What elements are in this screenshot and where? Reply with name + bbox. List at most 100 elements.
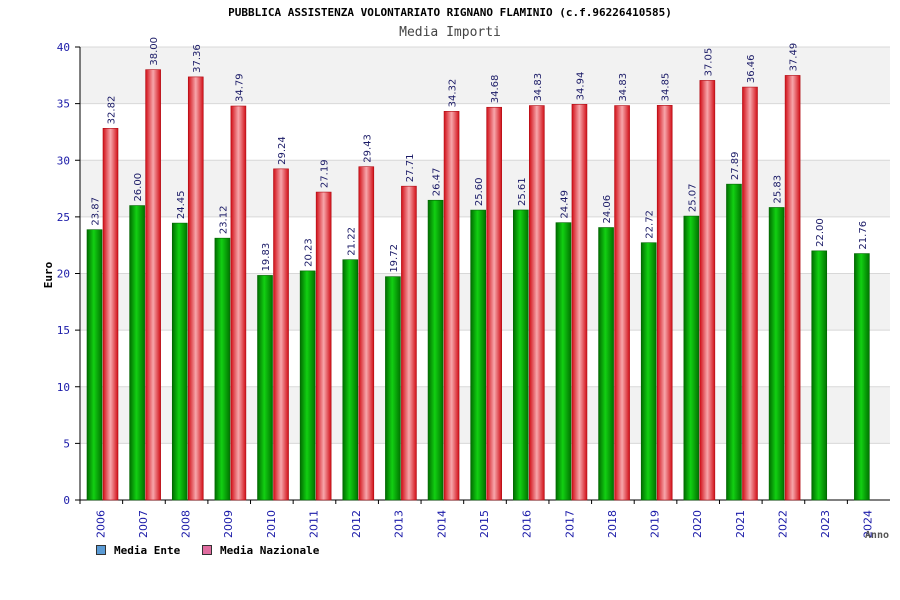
bar-media-ente-2010 xyxy=(257,275,273,501)
data-label: 36.46 xyxy=(746,54,757,83)
x-tick-label: 2019 xyxy=(649,510,662,538)
y-tick-label: 5 xyxy=(63,437,70,450)
data-label: 22.00 xyxy=(815,218,826,247)
bar-media-ente-2024 xyxy=(854,253,870,501)
data-label: 27.89 xyxy=(730,152,741,181)
bar-media-nazionale-2015 xyxy=(486,106,502,501)
data-label: 34.32 xyxy=(448,79,459,108)
x-tick-label: 2011 xyxy=(307,510,320,538)
y-tick-label: 10 xyxy=(57,381,70,394)
x-tick-label: 2015 xyxy=(478,510,491,538)
legend-swatch-media-ente xyxy=(96,545,106,555)
x-tick-label: 2021 xyxy=(734,510,747,538)
x-tick-label: 2006 xyxy=(94,510,107,538)
x-tick-label: 2017 xyxy=(563,510,576,538)
bar-media-nazionale-2008 xyxy=(187,76,204,501)
bar-media-ente-2013 xyxy=(385,276,401,501)
data-label: 27.19 xyxy=(320,159,331,188)
data-label: 25.60 xyxy=(474,177,485,206)
bar-media-ente-2019 xyxy=(640,242,657,501)
y-tick-label: 20 xyxy=(57,268,70,281)
x-tick-label: 2008 xyxy=(180,510,193,538)
data-label: 32.82 xyxy=(107,96,118,125)
data-label: 25.83 xyxy=(773,175,784,204)
legend-label-media-ente: Media Ente xyxy=(114,543,181,557)
bar-media-ente-2022 xyxy=(768,207,785,501)
legend-item-media-ente: Media Ente xyxy=(96,543,180,557)
data-label: 24.06 xyxy=(602,195,613,224)
bar-media-nazionale-2012 xyxy=(358,166,375,501)
data-label: 25.07 xyxy=(687,183,698,212)
bar-media-ente-2017 xyxy=(555,222,572,501)
y-axis-label: Euro xyxy=(42,261,55,288)
y-tick-label: 0 xyxy=(63,494,70,507)
bar-media-nazionale-2022 xyxy=(784,75,801,501)
data-label: 29.24 xyxy=(277,136,288,165)
data-label: 19.83 xyxy=(261,243,272,272)
x-tick-label: 2012 xyxy=(350,510,363,538)
y-tick-label: 25 xyxy=(57,211,70,224)
data-label: 24.49 xyxy=(559,190,570,219)
data-label: 34.94 xyxy=(575,72,586,101)
x-tick-label: 2009 xyxy=(222,510,235,538)
bar-media-nazionale-2007 xyxy=(145,69,161,501)
data-label: 37.36 xyxy=(192,44,203,73)
bar-media-nazionale-2018 xyxy=(614,105,630,501)
legend-item-media-nazionale: Media Nazionale xyxy=(202,543,319,557)
bar-media-ente-2015 xyxy=(470,209,486,501)
x-tick-label: 2013 xyxy=(393,510,406,538)
bar-media-ente-2008 xyxy=(171,222,188,501)
data-label: 34.83 xyxy=(618,73,629,102)
y-tick-label: 30 xyxy=(57,154,70,167)
legend-label-media-nazionale: Media Nazionale xyxy=(220,543,320,557)
chart-title: PUBBLICA ASSISTENZA VOLONTARIATO RIGNANO… xyxy=(228,6,672,19)
x-tick-label: 2016 xyxy=(521,510,534,538)
data-label: 19.72 xyxy=(389,244,400,273)
bar-media-ente-2018 xyxy=(598,227,614,501)
bar-media-nazionale-2010 xyxy=(273,168,289,501)
data-label: 23.12 xyxy=(218,206,229,235)
data-label: 34.79 xyxy=(234,73,245,102)
data-label: 22.72 xyxy=(645,210,656,239)
data-label: 21.22 xyxy=(346,227,357,256)
bar-media-ente-2023 xyxy=(811,250,828,501)
legend-swatch-media-nazionale xyxy=(202,545,212,555)
bar-media-nazionale-2011 xyxy=(315,191,332,501)
x-tick-label: 2018 xyxy=(606,510,619,538)
bar-media-nazionale-2020 xyxy=(699,80,716,501)
x-tick-label: 2023 xyxy=(819,510,832,538)
data-label: 26.47 xyxy=(432,168,443,197)
bar-media-ente-2021 xyxy=(726,183,742,501)
bar-media-nazionale-2017 xyxy=(571,104,588,501)
y-tick-label: 40 xyxy=(57,41,70,54)
data-label: 34.85 xyxy=(661,73,672,102)
x-tick-label: 2022 xyxy=(776,510,789,538)
data-label: 26.00 xyxy=(133,173,144,202)
bar-media-ente-2006 xyxy=(86,229,103,501)
data-label: 34.83 xyxy=(533,73,544,102)
data-label: 24.45 xyxy=(176,190,187,219)
data-label: 29.43 xyxy=(362,134,373,163)
x-tick-label: 2020 xyxy=(691,510,704,538)
x-tick-label: 2024 xyxy=(862,510,875,538)
bar-media-nazionale-2014 xyxy=(443,111,460,501)
x-axis-label: Anno xyxy=(865,530,889,541)
data-label: 27.71 xyxy=(405,154,416,183)
x-tick-label: 2014 xyxy=(435,510,448,538)
data-label: 37.05 xyxy=(703,48,714,77)
data-label: 37.49 xyxy=(789,43,800,72)
bar-media-ente-2020 xyxy=(683,215,700,501)
bar-media-ente-2014 xyxy=(427,199,444,501)
bar-media-ente-2016 xyxy=(513,209,529,501)
bar-media-ente-2007 xyxy=(129,205,145,501)
x-tick-label: 2010 xyxy=(265,510,278,538)
bar-media-nazionale-2009 xyxy=(230,105,247,501)
data-label: 23.87 xyxy=(91,197,102,226)
bar-media-nazionale-2013 xyxy=(401,185,417,501)
bar-media-nazionale-2021 xyxy=(742,86,758,501)
bar-media-nazionale-2016 xyxy=(529,105,545,501)
chart-subtitle: Media Importi xyxy=(399,25,501,40)
x-tick-label: 2007 xyxy=(137,510,150,538)
bar-media-nazionale-2019 xyxy=(656,105,673,501)
